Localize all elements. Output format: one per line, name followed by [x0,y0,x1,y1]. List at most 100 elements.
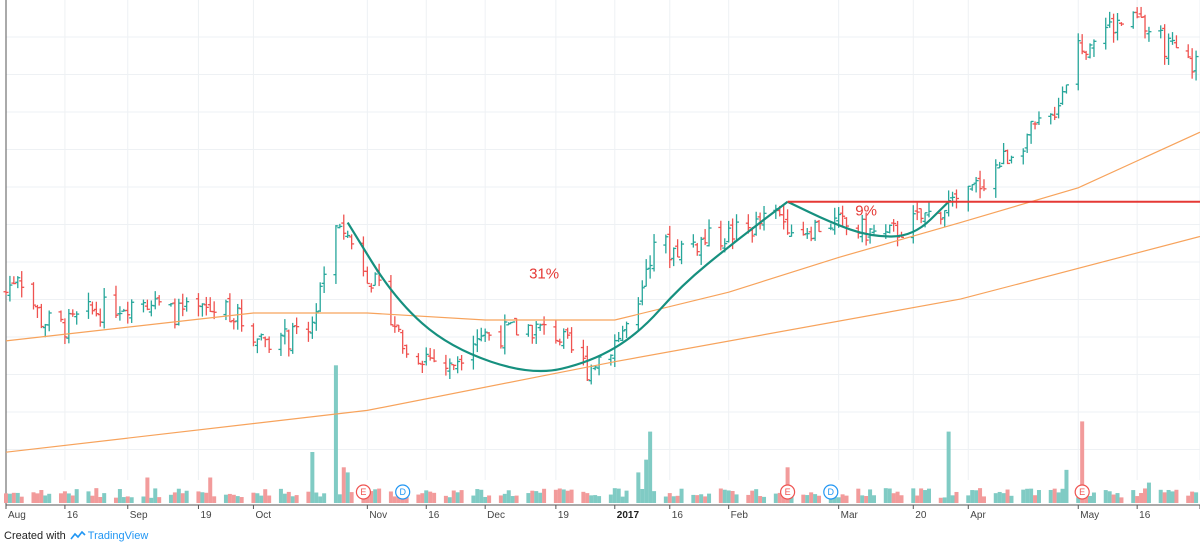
volume-bar [730,490,735,503]
volume-bar [1194,492,1199,503]
chart-svg: 31% 9% E D E D E Aug 16 Sep 19 Oct Nov 16 Dec 19 2017 16 F… [3,0,1200,521]
volume-bar [1025,488,1030,503]
volume-bar [7,493,12,503]
volume-bar [396,496,401,503]
time-axis-label: 16 [67,510,79,521]
volume-bar [891,493,896,503]
volume-bar [322,493,327,503]
volume-bar [94,488,99,503]
time-axis-label: 19 [200,510,212,521]
volume-bar [1029,488,1034,503]
volume-bar [542,488,547,503]
volume-bar [938,497,943,503]
volume-bar [569,489,574,503]
volume-bar [345,472,350,503]
dividend-marker[interactable]: D [823,484,839,500]
price-bars [3,6,1199,385]
volume-bar [663,496,668,503]
volume-bar [223,494,228,503]
dividend-marker[interactable]: D [395,484,411,500]
volume-bar [290,496,295,503]
volume-bar [911,488,916,503]
volume-bar [950,495,955,503]
volume-bars [4,365,1199,503]
volume-bar [1158,489,1163,503]
volume-bar [447,497,452,503]
volume-bar [282,493,287,503]
event-marker-label: D [828,487,835,497]
volume-bar [58,493,63,503]
event-marker-circle [1074,484,1090,500]
volume-bar [534,491,539,503]
volume-bar [773,493,778,503]
earnings-marker[interactable]: E [1074,484,1090,500]
time-axis-label: Feb [731,510,749,521]
volume-bar [1103,490,1108,503]
volume-bar [726,490,731,503]
volume-bar [1036,490,1041,503]
volume-bar [62,491,67,503]
volume-bar [593,495,598,503]
volume-bar [361,496,366,503]
volume-bar [722,489,727,503]
volume-bar [90,495,95,503]
volume-bar [1131,490,1136,503]
volume-bar [39,490,44,503]
volume-bar [278,488,283,503]
tradingview-link[interactable]: TradingView [70,530,148,542]
volume-bar [74,489,79,503]
volume-bar [667,493,672,503]
volume-bar [1146,482,1151,503]
volume-bar [4,493,8,503]
volume-bar [954,491,959,503]
volume-bar [1174,489,1179,503]
tradingview-logo-icon [70,531,86,540]
volume-bar [337,494,342,503]
time-axis-label: Oct [255,510,271,521]
volume-bar [404,497,409,503]
volume-bar [455,492,460,503]
volume-bar [121,497,126,503]
volume-bar [392,496,397,503]
volume-bar [1119,497,1124,503]
volume-bar [589,495,594,503]
time-axis-label: 16 [672,510,684,521]
volume-bar [310,452,315,503]
volume-bar [923,490,928,503]
volume-bar [695,495,700,503]
volume-bar [459,490,464,503]
volume-bar [318,496,323,503]
volume-bar [314,492,319,503]
volume-bar [145,477,150,503]
volume-bar [707,493,712,503]
earnings-marker[interactable]: E [355,484,372,500]
volume-bar [141,496,146,503]
volume-bar [1052,488,1057,503]
volume-bar [993,493,998,503]
volume-bar [19,496,24,503]
volume-bar [369,491,374,503]
volume-bar [420,493,425,503]
volume-bar [1009,495,1014,503]
volume-bar [70,495,75,503]
price-chart[interactable]: 31% 9% E D E D E Aug 16 Sep 19 Oct Nov 16 Dec 19 2017 16 F… [0,0,1200,522]
volume-bar [341,467,346,503]
volume-bar [1107,491,1112,503]
volume-bar [864,495,869,503]
volume-bar [180,493,185,503]
event-marker-label: E [1079,487,1085,497]
event-marker-circle [779,484,796,500]
event-marker-circle [355,484,372,500]
volume-bar [506,490,511,503]
moving-average-line [5,131,1200,342]
volume-bar [479,489,484,503]
volume-bar [538,492,543,503]
percent-annotation: 9% [855,203,877,220]
volume-bar [624,490,629,503]
volume-bar [259,495,264,503]
earnings-marker[interactable]: E [779,484,796,500]
volume-bar [251,492,256,503]
volume-bar [887,488,892,503]
volume-bar [333,365,338,503]
volume-bar [718,488,723,503]
